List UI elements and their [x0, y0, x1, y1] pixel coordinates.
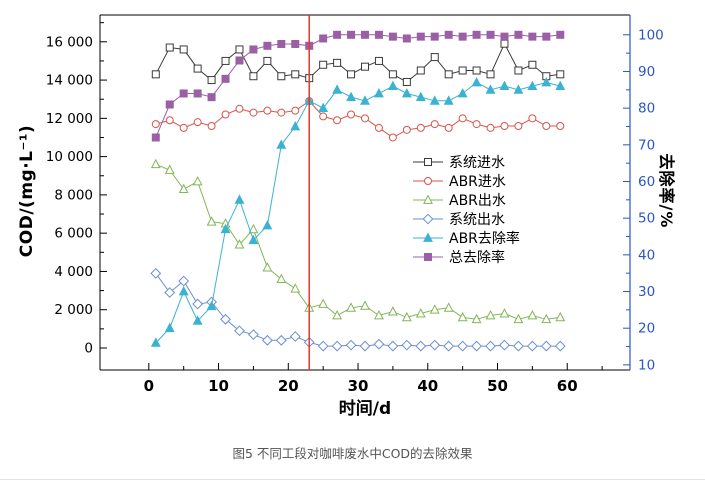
svg-text:12 000: 12 000 — [46, 111, 93, 127]
svg-text:14 000: 14 000 — [46, 73, 93, 89]
svg-text:10: 10 — [208, 377, 229, 395]
legend-label: 系统进水 — [449, 154, 505, 171]
filled-triangle-marker-icon — [412, 231, 444, 245]
x-axis-title: 时间/d — [338, 399, 392, 419]
filled-square-marker-icon — [412, 250, 444, 264]
svg-text:50: 50 — [638, 211, 655, 227]
open-circle-marker-icon — [412, 174, 444, 188]
svg-text:60: 60 — [557, 377, 578, 395]
right-axis-title: 去除率/% — [657, 153, 676, 229]
open-diamond-marker-icon — [412, 212, 444, 226]
svg-text:80: 80 — [638, 101, 655, 117]
svg-text:70: 70 — [638, 137, 655, 153]
legend-item-system-influent: 系统进水 — [412, 152, 582, 171]
legend-label: ABR进水 — [449, 173, 506, 190]
left-axis-title: COD/(mg·L⁻¹) — [17, 124, 37, 258]
chart-canvas: 0 10 20 30 40 50 60 0 2 000 4 000 6 000 8 000 10 000… — [46, 14, 664, 395]
svg-text:40: 40 — [638, 247, 655, 263]
svg-text:90: 90 — [638, 64, 655, 80]
svg-text:4 000: 4 000 — [54, 264, 93, 280]
legend: 系统进水 ABR进水 ABR出水 系统出水 ABR去除率 总去除率 — [412, 152, 582, 266]
legend-item-system-effluent: 系统出水 — [412, 209, 582, 228]
legend-item-abr-removal-rate: ABR去除率 — [412, 228, 582, 247]
svg-text:30: 30 — [348, 377, 369, 395]
svg-text:6 000: 6 000 — [54, 226, 93, 242]
figure-caption: 图5 不同工段对咖啡废水中COD的去除效果 — [232, 446, 473, 461]
legend-label: 总去除率 — [449, 249, 505, 266]
open-triangle-marker-icon — [412, 193, 444, 207]
svg-text:20: 20 — [278, 377, 299, 395]
svg-text:100: 100 — [638, 27, 664, 43]
svg-text:40: 40 — [417, 377, 438, 395]
svg-text:30: 30 — [638, 284, 655, 300]
svg-text:60: 60 — [638, 174, 655, 190]
legend-label: ABR去除率 — [449, 230, 520, 247]
open-square-marker-icon — [412, 155, 444, 169]
svg-text:0: 0 — [84, 340, 93, 356]
svg-text:50: 50 — [487, 377, 508, 395]
legend-item-abr-influent: ABR进水 — [412, 171, 582, 190]
svg-text:0: 0 — [144, 377, 154, 395]
legend-label: ABR出水 — [449, 192, 506, 209]
legend-item-total-removal-rate: 总去除率 — [412, 247, 582, 266]
svg-text:10: 10 — [638, 357, 655, 373]
svg-text:2 000: 2 000 — [54, 302, 93, 318]
legend-label: 系统出水 — [449, 211, 505, 228]
svg-text:8 000: 8 000 — [54, 187, 93, 203]
svg-text:16 000: 16 000 — [46, 34, 93, 50]
legend-item-abr-effluent: ABR出水 — [412, 190, 582, 209]
svg-text:20: 20 — [638, 321, 655, 337]
svg-text:10 000: 10 000 — [46, 149, 93, 165]
